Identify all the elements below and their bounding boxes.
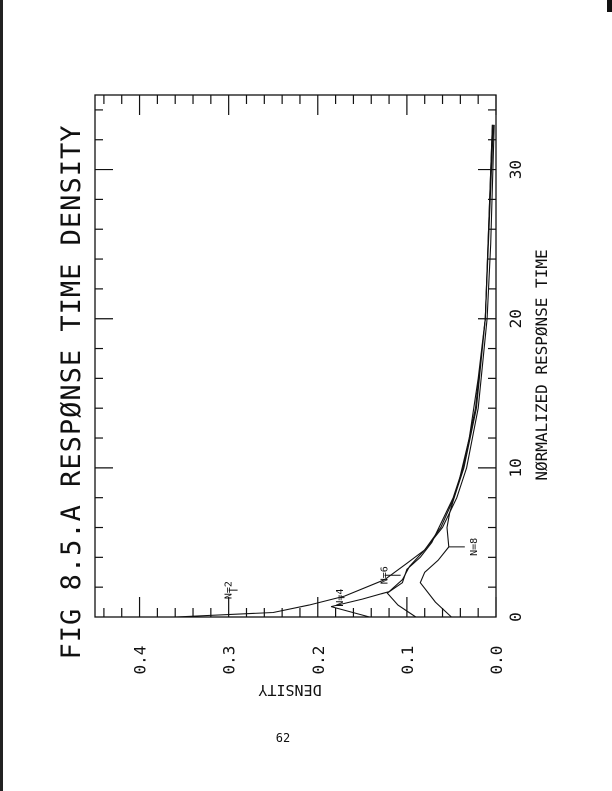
page-number: 62	[276, 731, 290, 745]
density-tick-label: 0.3	[220, 646, 239, 675]
series-label: N=2	[224, 581, 235, 599]
curve-n-2	[175, 124, 495, 618]
y-axis-label: DENSITY	[258, 681, 321, 699]
density-tick-label: 0.1	[398, 646, 417, 675]
tick-labels: 0.0 0.1 0.2 0.3 0.4 0 10 20 30	[131, 160, 525, 675]
curve-n-4	[330, 124, 493, 618]
series-label: N=8	[469, 538, 480, 556]
series-label: N=4	[335, 589, 346, 607]
x-axis-label: NØRMALIZED RESPØNSE TIME	[532, 249, 551, 480]
time-tick-label: 10	[506, 458, 525, 477]
plot-frame	[94, 94, 497, 618]
series-label: N=6	[380, 566, 391, 584]
chart-title: FIG 8.5.A RESPØNSE TIME DENSITY	[56, 125, 87, 660]
curve-n-8	[419, 124, 493, 618]
axis-ticks	[95, 95, 497, 617]
curves: N=2 N=4 N=6 N=8	[175, 124, 495, 618]
scan-edge	[0, 0, 3, 791]
scan-mark	[607, 0, 612, 12]
curve-n-6	[386, 124, 494, 618]
density-tick-label: 0.0	[487, 646, 506, 675]
density-tick-label: 0.4	[131, 646, 150, 675]
time-tick-label: 20	[506, 309, 525, 328]
time-tick-label: 0	[506, 612, 525, 622]
time-tick-label: 30	[506, 160, 525, 179]
density-tick-label: 0.2	[309, 646, 328, 675]
